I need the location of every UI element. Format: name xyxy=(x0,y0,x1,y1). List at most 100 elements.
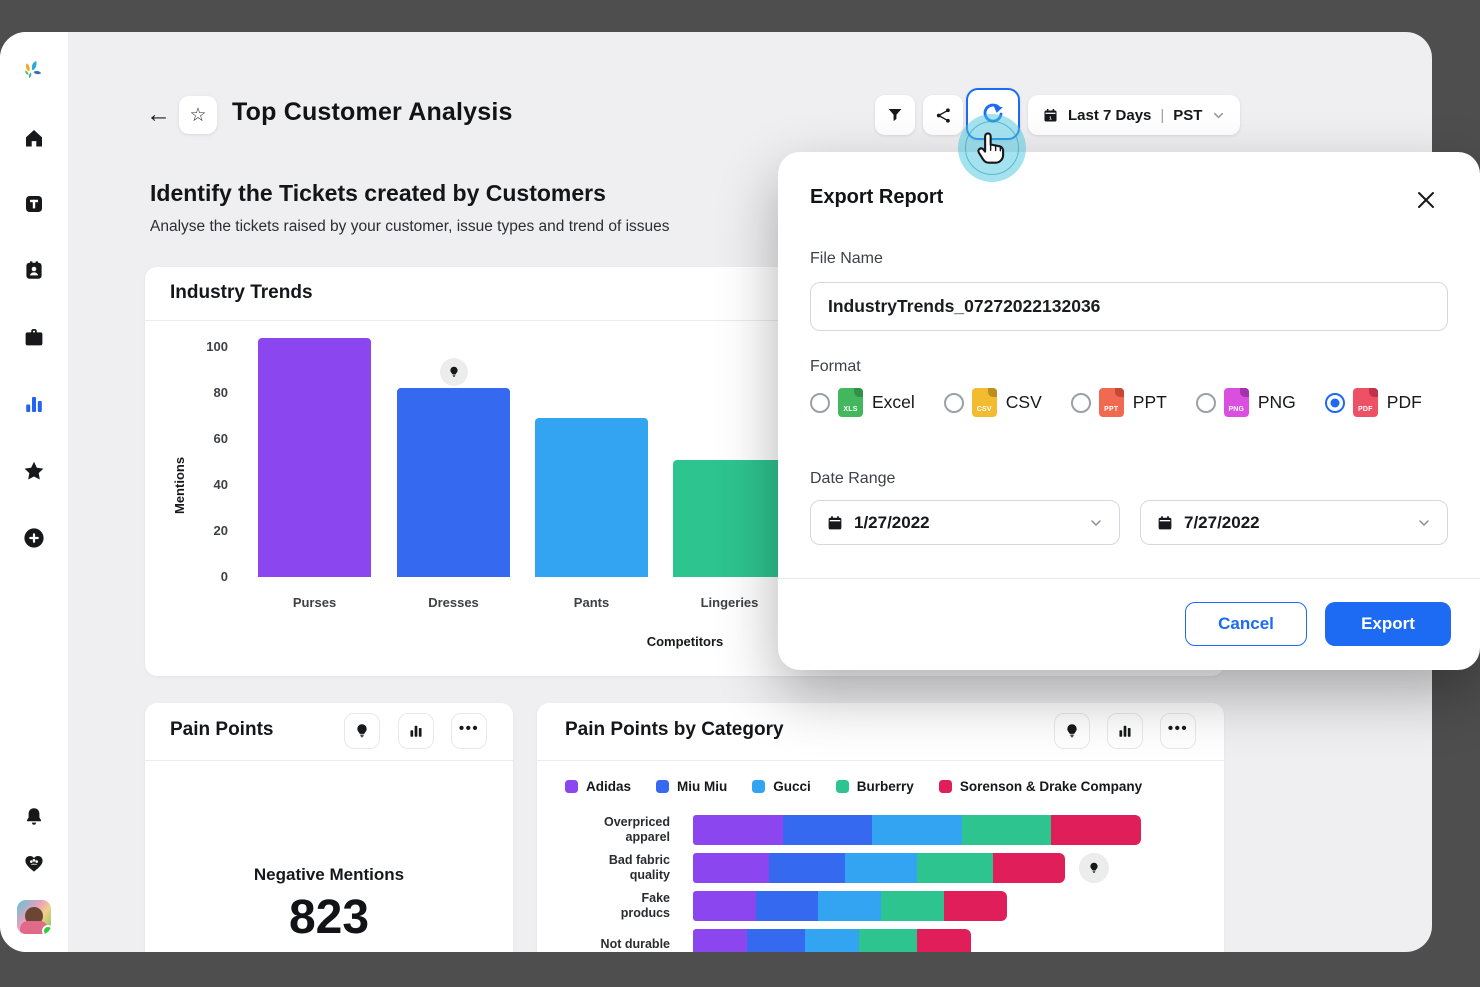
pain-points-more-button[interactable]: ••• xyxy=(451,713,487,749)
pain-points-title: Pain Points xyxy=(170,719,274,740)
sidebar-item-contacts[interactable] xyxy=(22,258,46,282)
y-tick-label: 40 xyxy=(213,477,228,492)
stacked-bar[interactable] xyxy=(693,929,971,952)
legend-label: Miu Miu xyxy=(677,779,728,794)
radio-excel[interactable] xyxy=(810,392,830,413)
cancel-button[interactable]: Cancel xyxy=(1185,602,1307,646)
stacked-segment xyxy=(755,891,819,921)
legend-swatch xyxy=(938,780,952,793)
file-badge: XLS xyxy=(843,406,858,413)
stacked-segment xyxy=(916,929,971,952)
chevron-down-icon xyxy=(1419,519,1429,526)
legend-item: Miu Miu xyxy=(656,779,727,794)
file-icon-xls: XLS xyxy=(838,388,863,417)
insight-bulb-marker[interactable] xyxy=(439,358,468,387)
sidebar xyxy=(0,32,68,952)
page-title: Top Customer Analysis xyxy=(232,98,513,126)
online-status-dot xyxy=(42,925,51,934)
stacked-segment xyxy=(693,929,747,952)
radio-png[interactable] xyxy=(1195,392,1216,413)
x-tick-label: Purses xyxy=(292,595,337,610)
sidebar-item-home[interactable] xyxy=(22,126,46,150)
bar-lingeries[interactable] xyxy=(673,459,786,577)
bar-pants[interactable] xyxy=(535,418,648,577)
date-to-select[interactable]: 7/27/2022 xyxy=(1140,500,1448,545)
file-name-label: File Name xyxy=(810,250,883,267)
file-fold xyxy=(854,388,863,397)
sidebar-item-add[interactable] xyxy=(22,526,46,550)
legend-swatch xyxy=(835,780,849,793)
format-label-csv: CSV xyxy=(1005,392,1042,412)
stacked-segment xyxy=(693,815,783,845)
filter-icon xyxy=(888,109,902,122)
notifications-bell-icon[interactable] xyxy=(22,805,46,829)
format-option-csv[interactable]: CSV CSV xyxy=(943,388,1042,417)
stacked-bar[interactable] xyxy=(693,815,1141,845)
stacked-segment xyxy=(693,853,770,883)
bar-dresses[interactable] xyxy=(397,388,510,577)
insight-bulb-marker[interactable] xyxy=(1078,853,1109,883)
engagement-heart-icon[interactable] xyxy=(22,851,46,875)
date-from-value: 1/27/2022 xyxy=(854,512,930,532)
pain-points-insights-button[interactable] xyxy=(344,713,380,749)
radio-pdf[interactable] xyxy=(1324,392,1345,413)
date-from-select[interactable]: 1/27/2022 xyxy=(810,500,1120,545)
stacked-segment xyxy=(943,891,1007,921)
file-badge: CSV xyxy=(976,406,992,413)
bar-chart-icon xyxy=(410,725,422,737)
file-name-input[interactable] xyxy=(810,282,1448,331)
stacked-segment xyxy=(993,853,1065,883)
legend-item: Burberry xyxy=(835,779,914,794)
sidebar-item-favorites[interactable] xyxy=(22,459,46,483)
date-to-value: 7/27/2022 xyxy=(1184,512,1260,532)
stacked-segment xyxy=(693,891,756,921)
bar-purses[interactable] xyxy=(258,337,371,577)
section-heading: Identify the Tickets created by Customer… xyxy=(150,180,606,206)
sidebar-item-analytics[interactable] xyxy=(22,392,46,416)
more-icon: ••• xyxy=(458,719,480,737)
y-tick-label: 0 xyxy=(220,569,228,584)
sidebar-item-tickets[interactable] xyxy=(22,192,46,216)
category-more-button[interactable]: ••• xyxy=(1160,713,1196,749)
share-icon xyxy=(936,107,950,123)
file-badge: PDF xyxy=(1357,406,1373,413)
x-tick-label: Lingeries xyxy=(700,595,759,610)
radio-ppt[interactable] xyxy=(1070,392,1091,413)
stacked-segment xyxy=(769,853,846,883)
format-option-pdf[interactable]: PDF PDF xyxy=(1324,388,1422,417)
file-icon-png: PNG xyxy=(1223,388,1249,417)
pain-points-chart-type-button[interactable] xyxy=(398,713,434,749)
date-range-pill[interactable]: 1 Last 7 Days | PST xyxy=(1028,95,1241,135)
calendar-icon: 1 xyxy=(1044,108,1057,122)
modal-footer-divider xyxy=(778,578,1480,579)
sidebar-item-workspace[interactable] xyxy=(22,325,46,349)
format-option-png[interactable]: PNG PNG xyxy=(1195,388,1296,417)
stacked-bar[interactable] xyxy=(693,891,1007,921)
filter-button[interactable] xyxy=(875,95,915,135)
export-report-modal: Export Report File Name Format XLS Excel C… xyxy=(778,152,1480,670)
stacked-segment xyxy=(961,815,1052,845)
close-icon[interactable] xyxy=(1414,188,1438,212)
category-insights-button[interactable] xyxy=(1054,713,1090,749)
y-tick-label: 20 xyxy=(213,523,228,538)
star-outline-icon: ☆ xyxy=(189,104,207,126)
radio-csv[interactable] xyxy=(943,392,964,413)
stacked-segment xyxy=(1051,815,1141,845)
format-option-excel[interactable]: XLS Excel xyxy=(810,388,915,417)
favorite-star-button[interactable]: ☆ xyxy=(179,96,217,134)
stacked-segment xyxy=(746,929,805,952)
legend-label: Gucci xyxy=(773,779,811,794)
stacked-segment xyxy=(845,853,917,883)
share-button[interactable] xyxy=(923,95,963,135)
export-confirm-button[interactable]: Export xyxy=(1325,602,1451,646)
avatar[interactable] xyxy=(17,900,51,934)
format-option-ppt[interactable]: PPT PPT xyxy=(1070,388,1167,417)
stacked-bar[interactable] xyxy=(693,853,1065,883)
format-label-png: PNG xyxy=(1257,392,1296,412)
cursor-hand-icon xyxy=(977,132,1005,164)
file-icon-csv: CSV xyxy=(971,388,997,417)
legend-label: Burberry xyxy=(856,779,914,794)
back-icon[interactable]: ← xyxy=(146,100,171,128)
category-chart-type-button[interactable] xyxy=(1107,713,1143,749)
